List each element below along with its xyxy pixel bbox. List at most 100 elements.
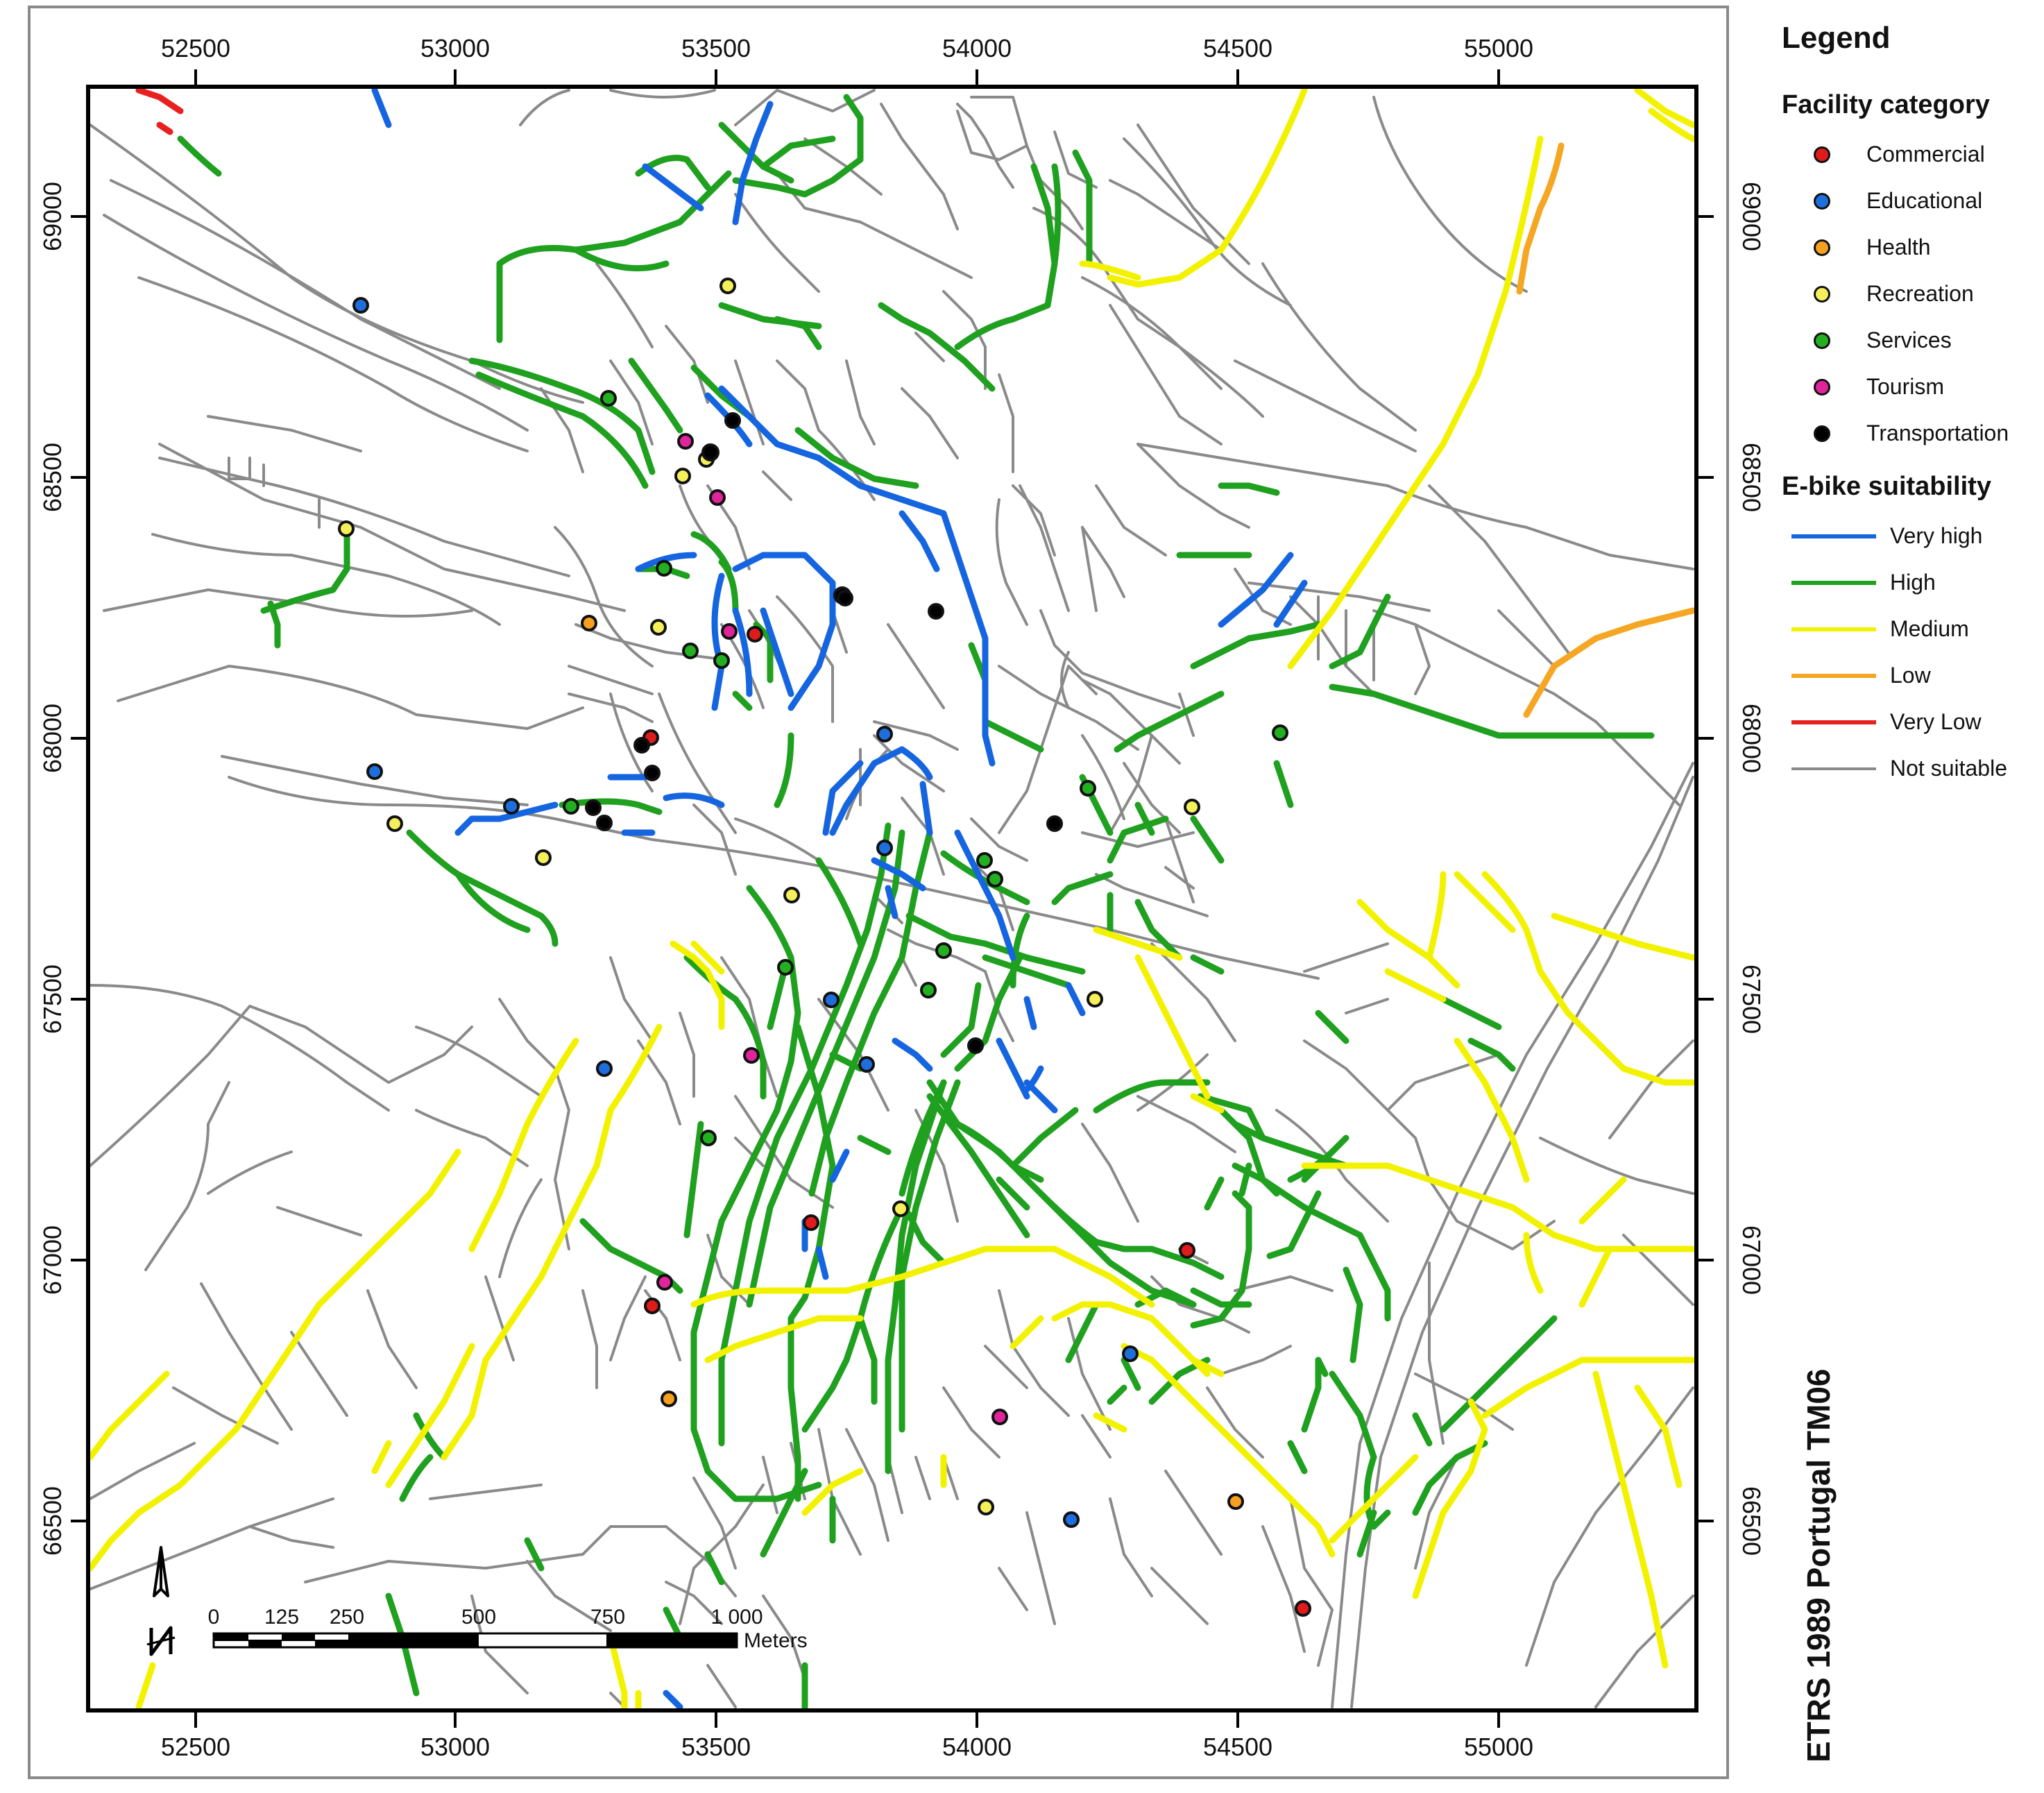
facility-services[interactable]: [920, 982, 937, 999]
legend-item-medium: Medium: [1782, 606, 2038, 652]
facility-services[interactable]: [976, 852, 993, 869]
y-tick-label: 67000: [1737, 1225, 1766, 1295]
facility-tourism[interactable]: [656, 1274, 673, 1291]
legend-item-label: Low: [1890, 663, 1931, 688]
facility-recreation[interactable]: [892, 1200, 909, 1217]
facility-services[interactable]: [682, 643, 699, 659]
facility-transportation[interactable]: [1046, 815, 1063, 832]
facility-recreation[interactable]: [674, 468, 691, 484]
facility-recreation[interactable]: [338, 520, 355, 537]
y-tick-label: 68000: [1737, 704, 1766, 773]
facility-educational[interactable]: [1063, 1511, 1080, 1528]
y-tick-label: 68500: [38, 443, 67, 512]
x-tick-label: 55000: [1464, 34, 1533, 62]
x-tick-label: 54000: [942, 1733, 1012, 1761]
facility-transportation[interactable]: [585, 799, 602, 816]
facility-educational[interactable]: [858, 1056, 875, 1073]
facility-recreation[interactable]: [978, 1499, 994, 1515]
facility-tourism[interactable]: [991, 1409, 1008, 1425]
facility-transportation[interactable]: [967, 1037, 984, 1054]
facility-services[interactable]: [700, 1130, 717, 1146]
facility-services[interactable]: [1080, 780, 1096, 797]
facility-commercial[interactable]: [1295, 1600, 1311, 1617]
map-content: [88, 87, 1696, 1710]
facility-tourism[interactable]: [709, 489, 726, 506]
legend-item-educational: Educational: [1782, 178, 2038, 224]
facility-recreation[interactable]: [650, 619, 667, 636]
facility-recreation[interactable]: [386, 815, 403, 832]
map-neatline: [86, 85, 1698, 1713]
legend-item-label: Tourism: [1866, 374, 1945, 399]
facility-transportation[interactable]: [633, 737, 650, 754]
y-tick-label: 67000: [38, 1225, 67, 1295]
facility-commercial[interactable]: [1179, 1242, 1195, 1259]
facility-educational[interactable]: [876, 840, 893, 856]
legend-item-label: Transportation: [1866, 420, 2009, 445]
facility-transportation[interactable]: [644, 765, 661, 781]
x-tick-label: 52500: [161, 34, 230, 62]
facility-transportation[interactable]: [928, 603, 944, 620]
facility-educational[interactable]: [823, 992, 840, 1008]
tourism-dot-icon: [1814, 378, 1830, 396]
legend-item-very-low: Very Low: [1782, 699, 2038, 745]
legend-line-swatch: [1791, 580, 1876, 585]
facility-recreation[interactable]: [535, 849, 552, 866]
y-tick-label: 66500: [38, 1486, 67, 1556]
facility-commercial[interactable]: [644, 1298, 661, 1314]
facility-health[interactable]: [661, 1391, 677, 1407]
legend-item-health: Health: [1782, 224, 2038, 271]
facility-recreation[interactable]: [783, 887, 800, 903]
facility-services[interactable]: [935, 942, 952, 959]
facility-tourism[interactable]: [743, 1047, 760, 1064]
facility-recreation[interactable]: [1087, 991, 1103, 1008]
legend-line-swatch: [1791, 673, 1876, 678]
facility-services[interactable]: [563, 798, 579, 815]
facility-health[interactable]: [581, 615, 597, 631]
suitability-title: E-bike suitability: [1782, 472, 1991, 501]
facility-services[interactable]: [1272, 724, 1288, 741]
facility-transportation[interactable]: [701, 443, 719, 461]
facility-tourism[interactable]: [677, 433, 694, 450]
facility-commercial[interactable]: [803, 1214, 819, 1231]
legend-item-label: Services: [1866, 328, 1952, 352]
suitability-legend-list: Very high High Medium Low Very Low Not suitab…: [1782, 513, 2038, 792]
scale-label: 1 000: [710, 1606, 763, 1629]
scale-bar: 0 125 250 500 750 1 000 Meters: [208, 1606, 808, 1652]
facility-services[interactable]: [713, 652, 730, 669]
facility-transportation[interactable]: [837, 590, 853, 606]
scale-label: 250: [330, 1606, 364, 1629]
scale-label: 0: [208, 1606, 220, 1629]
facility-educational[interactable]: [596, 1060, 613, 1077]
y-tick-label: 67500: [38, 965, 67, 1034]
educational-dot-icon: [1814, 192, 1830, 210]
legend-item-not-suitable: Not suitable: [1782, 745, 2038, 792]
facility-educational[interactable]: [876, 726, 893, 742]
facility-services[interactable]: [777, 959, 794, 976]
facility-points: [338, 278, 1311, 1617]
facility-services[interactable]: [600, 390, 617, 407]
facility-educational[interactable]: [503, 798, 520, 815]
health-dot-icon: [1814, 239, 1830, 256]
legend-item-label: High: [1890, 570, 1936, 595]
facility-tourism[interactable]: [721, 623, 738, 640]
legend-line-swatch: [1791, 767, 1876, 770]
x-tick-label: 53500: [681, 34, 751, 62]
facility-educational[interactable]: [352, 297, 369, 314]
facility-educational[interactable]: [366, 763, 383, 780]
legend-item-label: Recreation: [1866, 281, 1974, 306]
facility-commercial[interactable]: [747, 626, 763, 643]
facility-services[interactable]: [656, 560, 672, 577]
facility-transportation[interactable]: [724, 412, 741, 429]
legend-item-low: Low: [1782, 652, 2038, 699]
legend-item-services: Services: [1782, 317, 2038, 364]
facility-educational[interactable]: [1122, 1345, 1139, 1362]
scale-label: 125: [264, 1606, 299, 1629]
facility-services[interactable]: [987, 871, 1003, 887]
axis-ticks: [71, 69, 1714, 1728]
facility-transportation[interactable]: [596, 815, 613, 831]
y-tick-labels-right: 69000 68500 68000 67500 67000 66500: [1737, 182, 1766, 1556]
facility-recreation[interactable]: [1184, 799, 1200, 815]
facility-recreation[interactable]: [719, 278, 736, 294]
facility-health[interactable]: [1227, 1493, 1244, 1510]
